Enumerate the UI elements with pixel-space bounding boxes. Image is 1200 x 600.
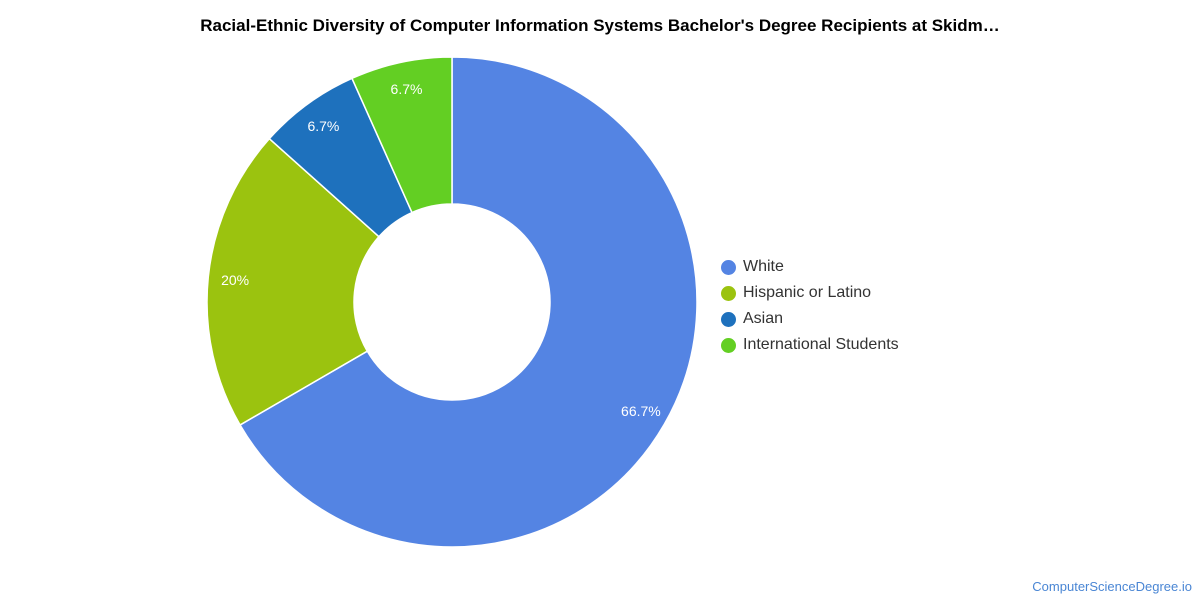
slice-value-label-white: 66.7% — [621, 403, 661, 419]
legend-label: Asian — [743, 310, 784, 327]
slice-value-label-international-students: 6.7% — [391, 81, 423, 97]
legend-item-asian[interactable]: Asian — [721, 306, 899, 332]
slice-international-students[interactable] — [350, 56, 453, 214]
slice-value-label-asian: 6.7% — [307, 118, 339, 134]
source-credit[interactable]: ComputerScienceDegree.io — [1032, 579, 1192, 594]
legend: White Hispanic or Latino Asian Internationa… — [721, 254, 899, 358]
slice-hispanic-or-latino[interactable] — [206, 137, 381, 426]
legend-label: Hispanic or Latino — [743, 284, 872, 301]
legend-marker-icon — [721, 337, 736, 353]
slice-labels-group: 66.7% 20% 6.7% 6.7% — [221, 81, 661, 419]
legend-label: White — [743, 258, 784, 275]
slice-white[interactable] — [239, 56, 698, 548]
legend-marker-icon — [721, 311, 736, 327]
slice-value-label-hispanic-or-latino: 20% — [221, 272, 249, 288]
legend-item-white[interactable]: White — [721, 254, 899, 280]
slices-group — [206, 56, 698, 548]
legend-item-hispanic-or-latino[interactable]: Hispanic or Latino — [721, 280, 899, 306]
chart-title: Racial-Ethnic Diversity of Computer Info… — [200, 16, 1000, 35]
legend-label: International Students — [743, 336, 899, 353]
legend-marker-icon — [721, 285, 736, 301]
legend-item-international-students[interactable]: International Students — [721, 332, 899, 358]
legend-marker-icon — [721, 259, 736, 275]
